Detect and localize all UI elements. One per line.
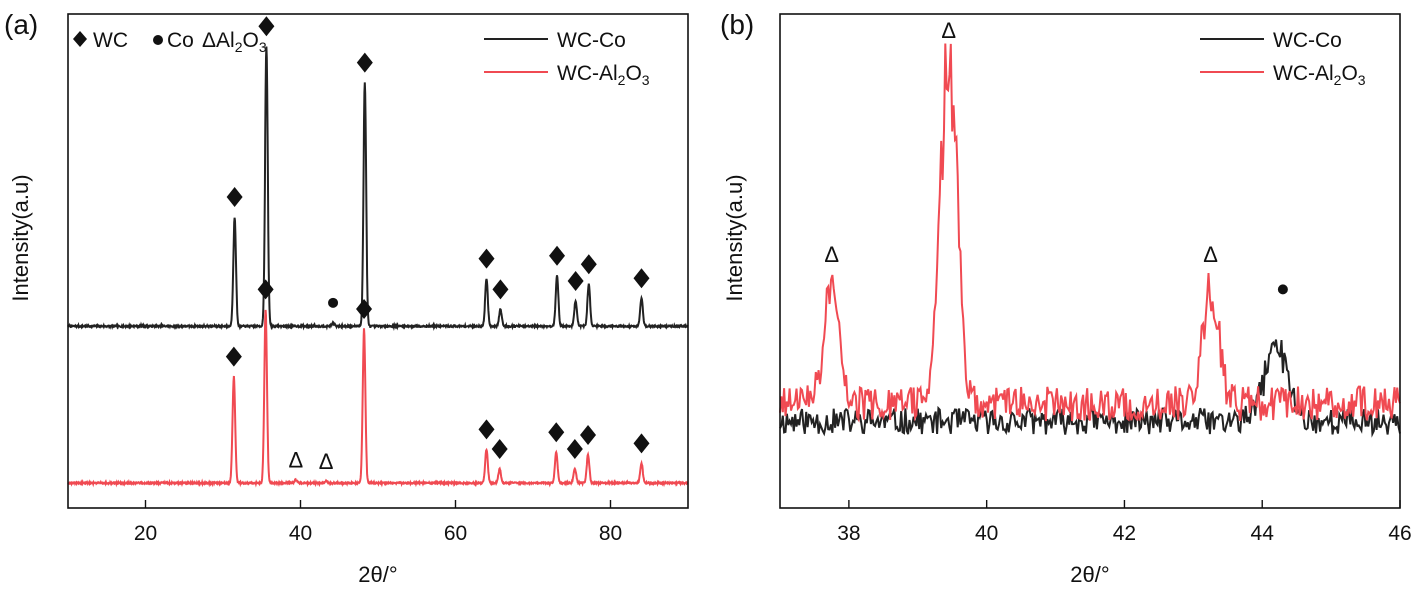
diamond-marker [257, 279, 274, 300]
triangle-marker: Δ [1203, 242, 1218, 267]
plot-frame-b [779, 13, 1401, 509]
phase-legend-a: WC Co ΔAl2O3 [73, 29, 267, 55]
diamond-marker [580, 425, 597, 445]
diamond-marker [633, 433, 650, 454]
x-tick-label: 44 [1251, 522, 1275, 545]
phase-legend-wc: WC [93, 29, 128, 52]
y-axis-title-a: Intensity(a.u) [8, 174, 33, 301]
x-axis-title-b: 2θ/° [1070, 562, 1109, 587]
triangle-marker: Δ [288, 448, 303, 473]
triangle-marker: Δ [941, 18, 956, 43]
series-line-wc-al2o3 [779, 43, 1401, 423]
x-tick-label: 42 [1113, 522, 1136, 545]
legend-label-wc-co: WC-Co [557, 29, 626, 52]
series-legend-a: WC-Co WC-Al2O3 [484, 29, 650, 88]
x-axis-title-a: 2θ/° [358, 562, 397, 587]
diamond-marker [478, 248, 495, 269]
diamond-marker [633, 268, 650, 289]
legend-label-wc-co: WC-Co [1273, 29, 1342, 52]
x-tick-label: 38 [837, 522, 860, 545]
series-line-wc-al2o3 [67, 309, 689, 488]
panel-b: (b) WC-Co WC-Al2O3 Δ Δ Δ 38 40 42 44 46 2θ/° I… [720, 9, 1412, 587]
diamond-marker [580, 254, 597, 275]
diamond-marker [548, 422, 565, 443]
diamond-icon [73, 31, 87, 47]
diamond-marker [549, 245, 566, 266]
diamond-marker [567, 271, 584, 291]
series-line-wc-co [67, 46, 689, 331]
diamond-marker [491, 439, 508, 459]
diamond-marker [356, 299, 373, 319]
x-tick-label: 46 [1388, 522, 1411, 545]
panel-b-label: (b) [720, 9, 754, 40]
phase-legend-co: Co [167, 29, 194, 52]
triangle-marker: Δ [824, 242, 839, 267]
diamond-marker [492, 279, 509, 300]
legend-label-wc-al2o3: WC-Al2O3 [1273, 62, 1366, 88]
legend-label-wc-al2o3: WC-Al2O3 [557, 62, 650, 88]
x-tick-label: 40 [289, 522, 312, 545]
x-axis-a: 20 40 60 80 [134, 500, 622, 545]
diamond-marker [566, 439, 583, 459]
circle-icon [153, 35, 163, 45]
triangle-marker: Δ [319, 449, 334, 474]
phase-legend-al2o3: ΔAl2O3 [202, 29, 267, 55]
series-legend-b: WC-Co WC-Al2O3 [1200, 29, 1366, 88]
diamond-marker [356, 52, 373, 73]
x-tick-label: 40 [975, 522, 998, 545]
y-axis-title-b: Intensity(a.u) [722, 174, 747, 301]
diamond-marker [258, 16, 275, 37]
diamond-marker [226, 187, 243, 207]
plot-area-b: Δ Δ Δ [779, 18, 1401, 438]
diamond-marker [225, 346, 242, 367]
plot-frame-a [67, 13, 689, 509]
circle-marker [328, 297, 339, 308]
x-tick-label: 20 [134, 522, 157, 545]
x-tick-label: 80 [599, 522, 622, 545]
circle-marker [1277, 284, 1288, 295]
x-tick-label: 60 [444, 522, 467, 545]
x-axis-b: 38 40 42 44 46 [837, 500, 1412, 545]
panel-a-label: (a) [4, 9, 38, 40]
diamond-marker [478, 419, 495, 440]
